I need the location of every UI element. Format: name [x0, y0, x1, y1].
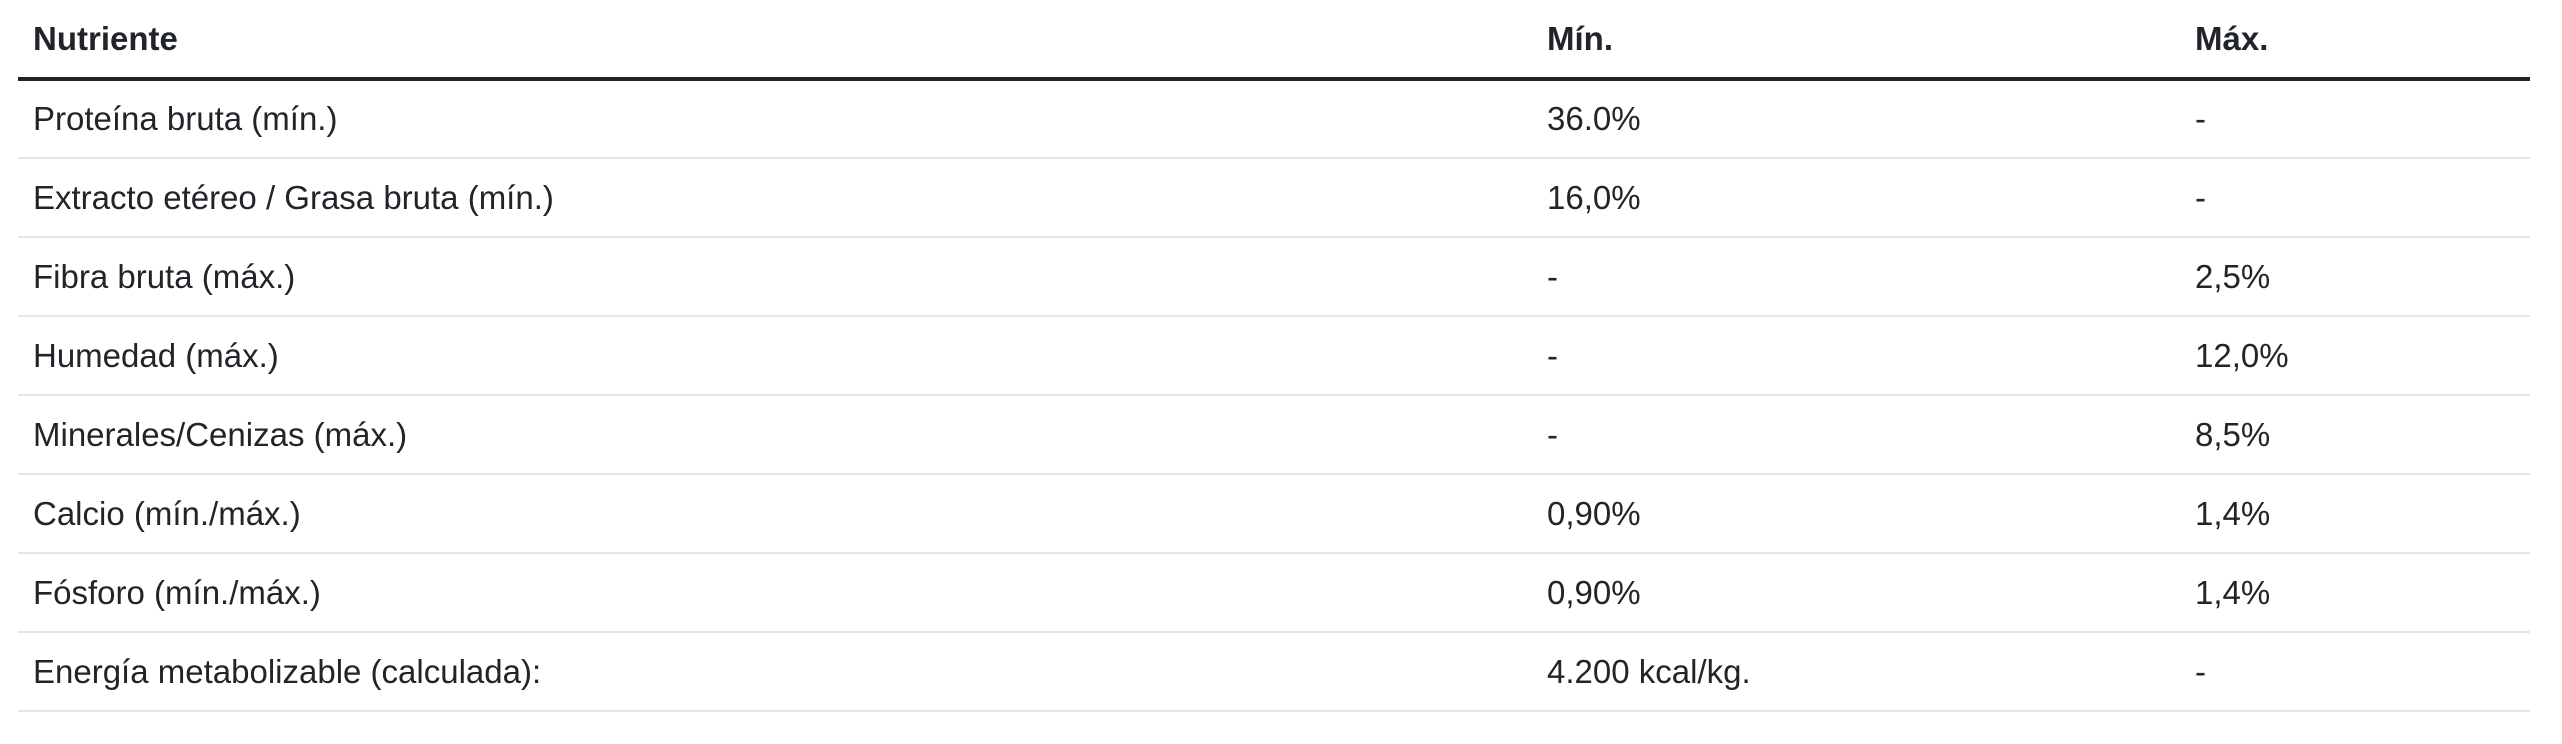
- cell-nutrient: Fósforo (mín./máx.): [18, 553, 1532, 633]
- cell-min: 36.0%: [1532, 79, 2180, 159]
- table-row: Calcio (mín./máx.) 0,90% 1,4%: [18, 474, 2530, 554]
- cell-nutrient: Extracto etéreo / Grasa bruta (mín.): [18, 158, 1532, 238]
- cell-min: 0,90%: [1532, 553, 2180, 633]
- cell-min: -: [1532, 237, 2180, 317]
- column-header-nutrient: Nutriente: [18, 0, 1532, 81]
- cell-max: -: [2180, 632, 2530, 712]
- cell-max: 1,4%: [2180, 474, 2530, 554]
- cell-min: 16,0%: [1532, 158, 2180, 238]
- cell-max: -: [2180, 79, 2530, 159]
- cell-max: 8,5%: [2180, 395, 2530, 475]
- cell-nutrient: Minerales/Cenizas (máx.): [18, 395, 1532, 475]
- nutrition-table: Nutriente Mín. Máx. Proteína bruta (mín.…: [18, 0, 2530, 712]
- cell-nutrient: Fibra bruta (máx.): [18, 237, 1532, 317]
- cell-nutrient: Humedad (máx.): [18, 316, 1532, 396]
- cell-min: -: [1532, 395, 2180, 475]
- table-header: Nutriente Mín. Máx.: [18, 0, 2530, 81]
- cell-min: 4.200 kcal/kg.: [1532, 632, 2180, 712]
- table-row: Extracto etéreo / Grasa bruta (mín.) 16,…: [18, 158, 2530, 238]
- table-body: Proteína bruta (mín.) 36.0% - Extracto e…: [18, 79, 2530, 712]
- column-header-min: Mín.: [1532, 0, 2180, 81]
- cell-min: 0,90%: [1532, 474, 2180, 554]
- table-row: Minerales/Cenizas (máx.) - 8,5%: [18, 395, 2530, 475]
- cell-max: 12,0%: [2180, 316, 2530, 396]
- table-row: Humedad (máx.) - 12,0%: [18, 316, 2530, 396]
- cell-max: -: [2180, 158, 2530, 238]
- cell-nutrient: Proteína bruta (mín.): [18, 79, 1532, 159]
- table-row: Fibra bruta (máx.) - 2,5%: [18, 237, 2530, 317]
- cell-nutrient: Calcio (mín./máx.): [18, 474, 1532, 554]
- column-header-max: Máx.: [2180, 0, 2530, 81]
- cell-nutrient: Energía metabolizable (calculada):: [18, 632, 1532, 712]
- cell-max: 1,4%: [2180, 553, 2530, 633]
- header-row: Nutriente Mín. Máx.: [18, 0, 2530, 81]
- table-row: Proteína bruta (mín.) 36.0% -: [18, 79, 2530, 159]
- table-row: Fósforo (mín./máx.) 0,90% 1,4%: [18, 553, 2530, 633]
- nutrition-table-section: Nutriente Mín. Máx. Proteína bruta (mín.…: [18, 0, 2530, 712]
- table-row: Energía metabolizable (calculada): 4.200…: [18, 632, 2530, 712]
- cell-max: 2,5%: [2180, 237, 2530, 317]
- cell-min: -: [1532, 316, 2180, 396]
